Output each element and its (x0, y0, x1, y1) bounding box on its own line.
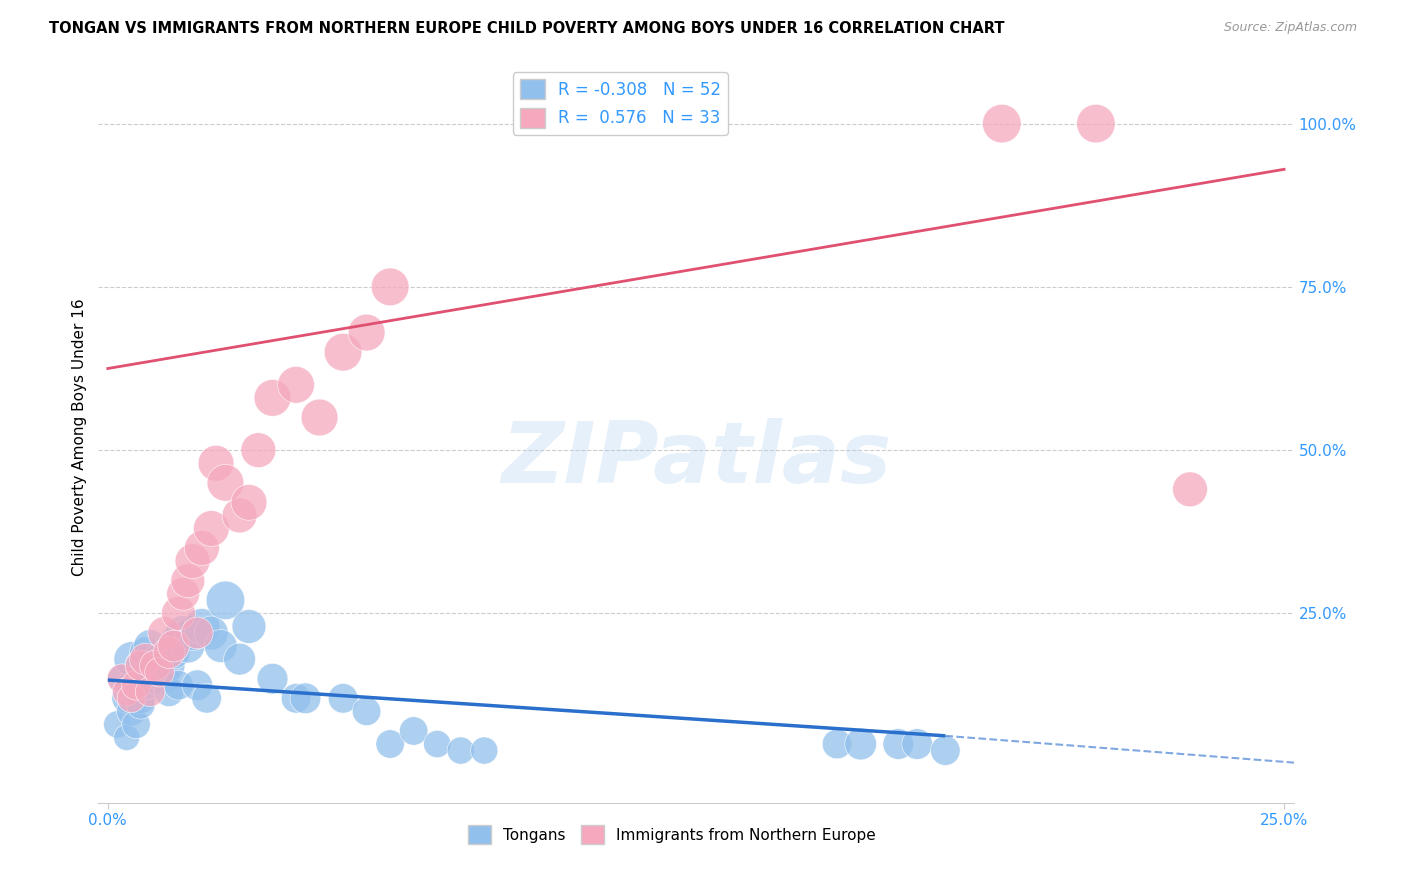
Point (332, 345, 354, 359)
Point (378, 737, 401, 751)
Point (181, 626, 204, 640)
Point (129, 691, 152, 706)
Point (139, 639, 162, 653)
Point (143, 672, 166, 686)
Point (200, 626, 222, 640)
Point (125, 685, 148, 699)
Point (129, 698, 152, 712)
Point (205, 456, 228, 470)
Point (285, 377, 308, 392)
Point (887, 737, 910, 751)
Text: Source: ZipAtlas.com: Source: ZipAtlas.com (1223, 21, 1357, 34)
Point (1178, 483, 1201, 497)
Point (115, 685, 138, 699)
Point (149, 652, 172, 666)
Point (991, 117, 1014, 131)
Point (139, 685, 162, 699)
Point (238, 619, 260, 633)
Point (134, 678, 156, 692)
Point (172, 626, 194, 640)
Point (167, 607, 190, 621)
Point (143, 658, 166, 673)
Point (356, 326, 378, 340)
Point (294, 691, 316, 706)
Legend: Tongans, Immigrants from Northern Europe: Tongans, Immigrants from Northern Europe (463, 819, 882, 850)
Point (402, 723, 425, 738)
Point (191, 541, 214, 555)
Point (849, 737, 872, 751)
Point (177, 639, 200, 653)
Point (120, 652, 142, 666)
Point (153, 672, 176, 686)
Point (134, 652, 156, 666)
Point (186, 678, 208, 692)
Text: ZIPatlas: ZIPatlas (501, 417, 891, 500)
Point (285, 691, 308, 706)
Point (308, 410, 330, 425)
Point (153, 626, 176, 640)
Point (125, 717, 148, 731)
Point (134, 672, 156, 686)
Point (139, 665, 162, 680)
Point (356, 705, 378, 719)
Point (825, 737, 848, 751)
Point (186, 626, 208, 640)
Point (157, 658, 180, 673)
Point (157, 685, 180, 699)
Point (332, 691, 354, 706)
Point (177, 574, 200, 588)
Point (111, 672, 134, 686)
Point (195, 691, 218, 706)
Point (378, 280, 401, 294)
Point (191, 619, 214, 633)
Point (200, 521, 222, 535)
Point (149, 665, 172, 680)
Point (934, 743, 956, 757)
Point (247, 443, 270, 458)
Point (450, 743, 472, 757)
Point (209, 639, 232, 653)
Point (214, 475, 236, 490)
Point (125, 678, 148, 692)
Point (163, 639, 186, 653)
Point (228, 508, 250, 523)
Point (167, 632, 190, 647)
Point (167, 678, 190, 692)
Text: TONGAN VS IMMIGRANTS FROM NORTHERN EUROPE CHILD POVERTY AMONG BOYS UNDER 16 CORR: TONGAN VS IMMIGRANTS FROM NORTHERN EUROP… (49, 21, 1005, 36)
Point (262, 672, 284, 686)
Point (238, 495, 260, 509)
Point (172, 587, 194, 601)
Point (129, 658, 152, 673)
Point (472, 743, 495, 757)
Point (111, 672, 134, 686)
Point (149, 665, 172, 680)
Point (120, 678, 142, 692)
Point (426, 737, 449, 751)
Point (163, 646, 186, 660)
Point (214, 593, 236, 607)
Point (129, 658, 152, 673)
Point (115, 731, 138, 745)
Point (262, 391, 284, 405)
Point (134, 646, 156, 660)
Point (905, 737, 928, 751)
Y-axis label: Child Poverty Among Boys Under 16: Child Poverty Among Boys Under 16 (72, 298, 87, 576)
Point (120, 691, 142, 706)
Point (157, 646, 180, 660)
Point (120, 705, 142, 719)
Point (105, 717, 128, 731)
Point (1084, 117, 1107, 131)
Point (115, 691, 138, 706)
Point (228, 652, 250, 666)
Point (181, 554, 204, 568)
